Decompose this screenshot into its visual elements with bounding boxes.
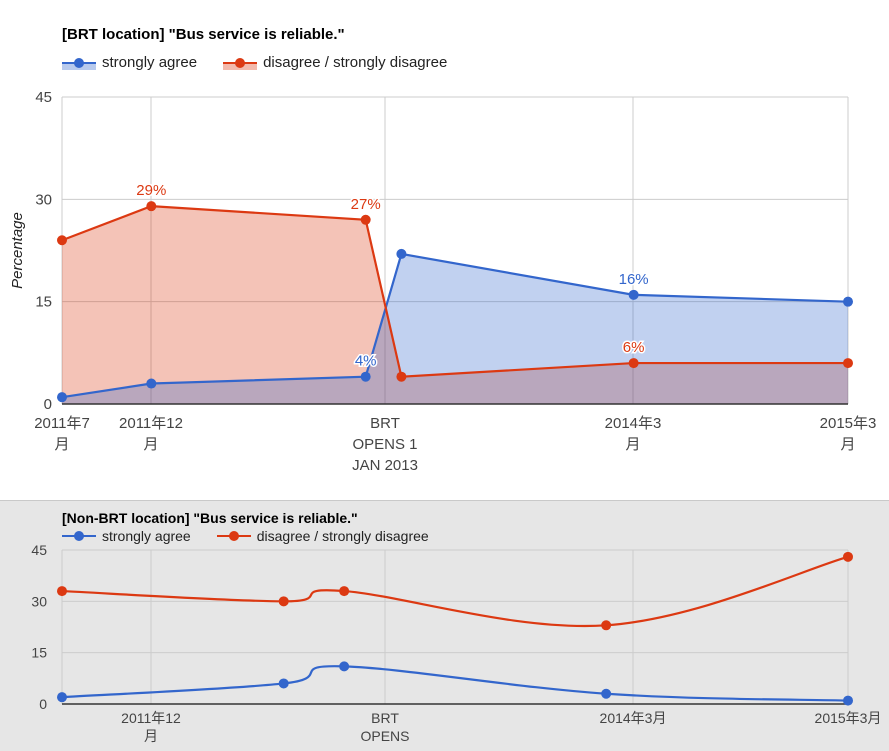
data-point-disagree [339, 586, 350, 597]
x-tick-label: 2011年12 [119, 415, 183, 432]
chart-title: [BRT location] "Bus service is reliable.… [62, 26, 345, 43]
data-point-agree [146, 378, 157, 389]
data-label: 29% [136, 182, 166, 199]
data-label: 6% [623, 339, 645, 356]
x-tick-label: 2015年3 [820, 415, 877, 432]
data-point-agree [601, 688, 612, 699]
data-point-agree [360, 371, 371, 382]
x-tick-label: BRT [371, 710, 399, 726]
data-label: 27% [351, 196, 381, 213]
series-line-disagree [61, 205, 848, 378]
chart-1: 45 30 15 0 2011年12 月 BRT OPENS 2014年3月 2015年3月 [31, 542, 881, 744]
series-line-disagree [61, 555, 849, 628]
x-tick-label: 月 [54, 436, 69, 453]
data-point-disagree [146, 201, 157, 212]
y-tick-label: 0 [44, 396, 52, 413]
x-tick-label: 月 [143, 436, 158, 453]
legend-item-disagree[interactable]: disagree / strongly disagree [223, 54, 447, 71]
y-tick-label: 30 [31, 593, 47, 609]
legend-label: strongly agree [102, 528, 191, 544]
x-tick-label: 2015年3月 [815, 710, 882, 726]
x-tick-label: JAN 2013 [352, 457, 418, 474]
data-point-agree [57, 392, 67, 403]
data-point-disagree [396, 371, 407, 382]
data-point-disagree [57, 586, 67, 597]
x-tick-label: 月 [840, 436, 855, 453]
data-point-disagree [57, 235, 67, 246]
chart-panel-non-brt: [Non-BRT location] "Bus service is relia… [0, 500, 889, 751]
series-line-agree [61, 665, 849, 702]
series-area-agree [62, 253, 848, 404]
legend-label: strongly agree [102, 54, 198, 71]
legend-item-disagree[interactable]: disagree / strongly disagree [216, 528, 429, 544]
data-point-agree [628, 289, 639, 300]
data-label: 16% [619, 271, 649, 288]
y-tick-label: 45 [31, 542, 47, 558]
y-axis-title: Percentage [9, 212, 26, 289]
data-point-agree [339, 661, 350, 672]
x-tick-label: OPENS 1 [352, 436, 417, 453]
legend-swatch-disagree [216, 528, 251, 544]
data-point-agree [843, 296, 853, 307]
data-point-disagree [278, 596, 289, 607]
x-tick-label: OPENS [360, 728, 409, 744]
data-point-agree [57, 692, 67, 703]
y-tick-label: 30 [35, 191, 52, 208]
y-tick-label: 45 [35, 89, 52, 106]
x-tick-label: BRT [370, 415, 400, 432]
chart-panel-brt: [BRT location] "Bus service is reliable.… [62, 26, 473, 71]
data-label: 4% [355, 353, 377, 370]
x-tick-label: 2014年3月 [600, 710, 667, 726]
legend-item-agree[interactable]: strongly agree [62, 54, 197, 71]
y-tick-label: 0 [39, 696, 47, 712]
x-tick-label: 2011年12 [121, 710, 181, 726]
legend-label: disagree / strongly disagree [256, 528, 429, 544]
x-tick-label: 2011年7 [34, 415, 90, 432]
data-point-disagree [843, 358, 853, 369]
data-point-agree [396, 248, 407, 259]
chart-0: 45 30 15 0 Percentage 4% 16% 29% 27% 6% 2011年7 月 201… [9, 89, 876, 474]
legend-swatch-disagree [223, 55, 258, 71]
legend-swatch-agree [62, 55, 96, 71]
series-line-agree [61, 252, 849, 399]
data-point-agree [843, 695, 853, 706]
y-tick-label: 15 [35, 294, 52, 311]
data-point-agree [278, 678, 289, 689]
legend: strongly agree disagree / strongly disag… [62, 528, 455, 544]
data-point-disagree [360, 214, 371, 225]
data-point-disagree [843, 551, 853, 562]
chart-title: [Non-BRT location] "Bus service is relia… [62, 510, 358, 526]
data-point-disagree [628, 358, 639, 369]
x-tick-label: 2014年3 [605, 415, 662, 432]
y-tick-label: 15 [31, 645, 47, 661]
legend-label: disagree / strongly disagree [263, 54, 448, 71]
x-tick-label: 月 [625, 436, 640, 453]
series-area-disagree [62, 206, 848, 404]
data-point-disagree [601, 620, 612, 631]
legend: strongly agree disagree / strongly disag… [62, 54, 473, 71]
legend-swatch-agree [62, 528, 96, 544]
x-tick-label: 月 [144, 728, 158, 744]
legend-item-agree[interactable]: strongly agree [62, 528, 191, 544]
